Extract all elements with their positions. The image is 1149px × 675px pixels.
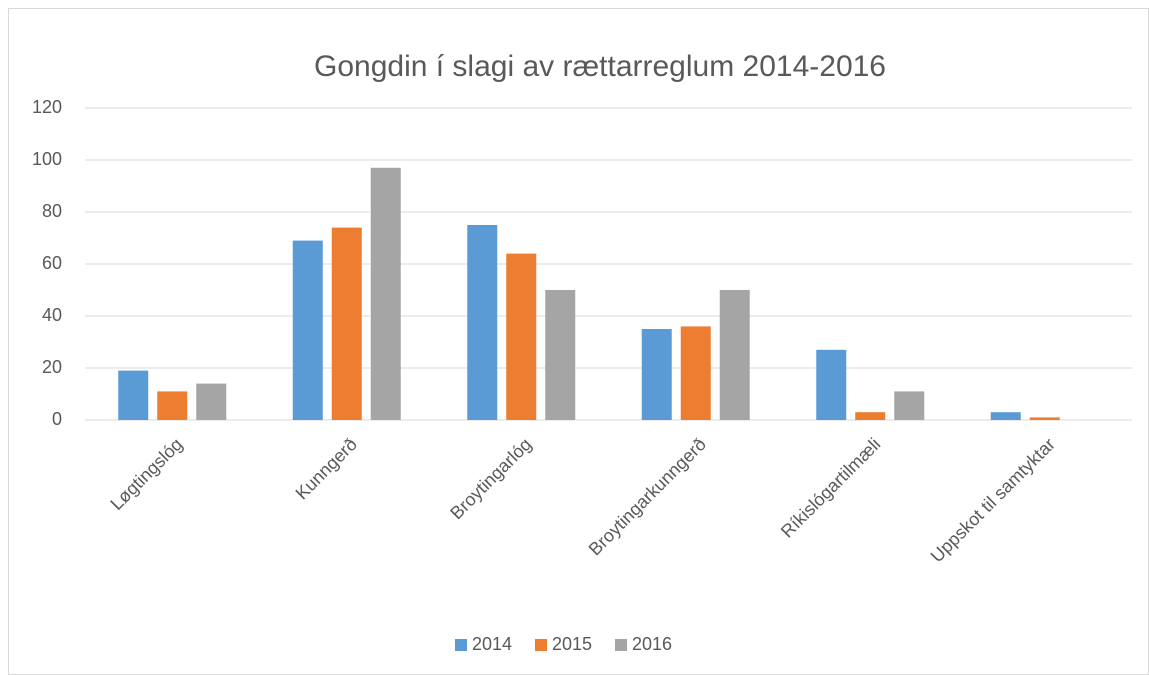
bar [990,412,1021,420]
bar [545,290,576,420]
bar [855,412,886,420]
bar [894,391,925,420]
chart-title: Gongdin í slagi av rættarreglum 2014-201… [314,50,886,83]
y-tick-label: 20 [42,357,62,377]
bar [680,326,711,420]
legend-swatch [615,639,627,651]
y-tick-label: 0 [52,409,62,429]
legend-swatch [535,639,547,651]
bar [118,370,149,420]
legend-label: 2016 [632,634,672,654]
bar [719,290,750,420]
bar [196,383,227,420]
bar [370,167,401,420]
bar [506,253,537,420]
legend-label: 2015 [552,634,592,654]
bar [641,329,672,420]
bar [467,225,498,420]
y-tick-label: 40 [42,305,62,325]
bar [157,391,188,420]
y-tick-label: 100 [32,149,62,169]
y-tick-label: 60 [42,253,62,273]
legend-label: 2014 [472,634,512,654]
bar [331,227,362,420]
y-tick-label: 120 [32,97,62,117]
legend-swatch [455,639,467,651]
bar [292,240,323,420]
chart-border [8,8,1149,675]
bar [816,349,847,420]
y-tick-label: 80 [42,201,62,221]
bar [1029,417,1060,420]
